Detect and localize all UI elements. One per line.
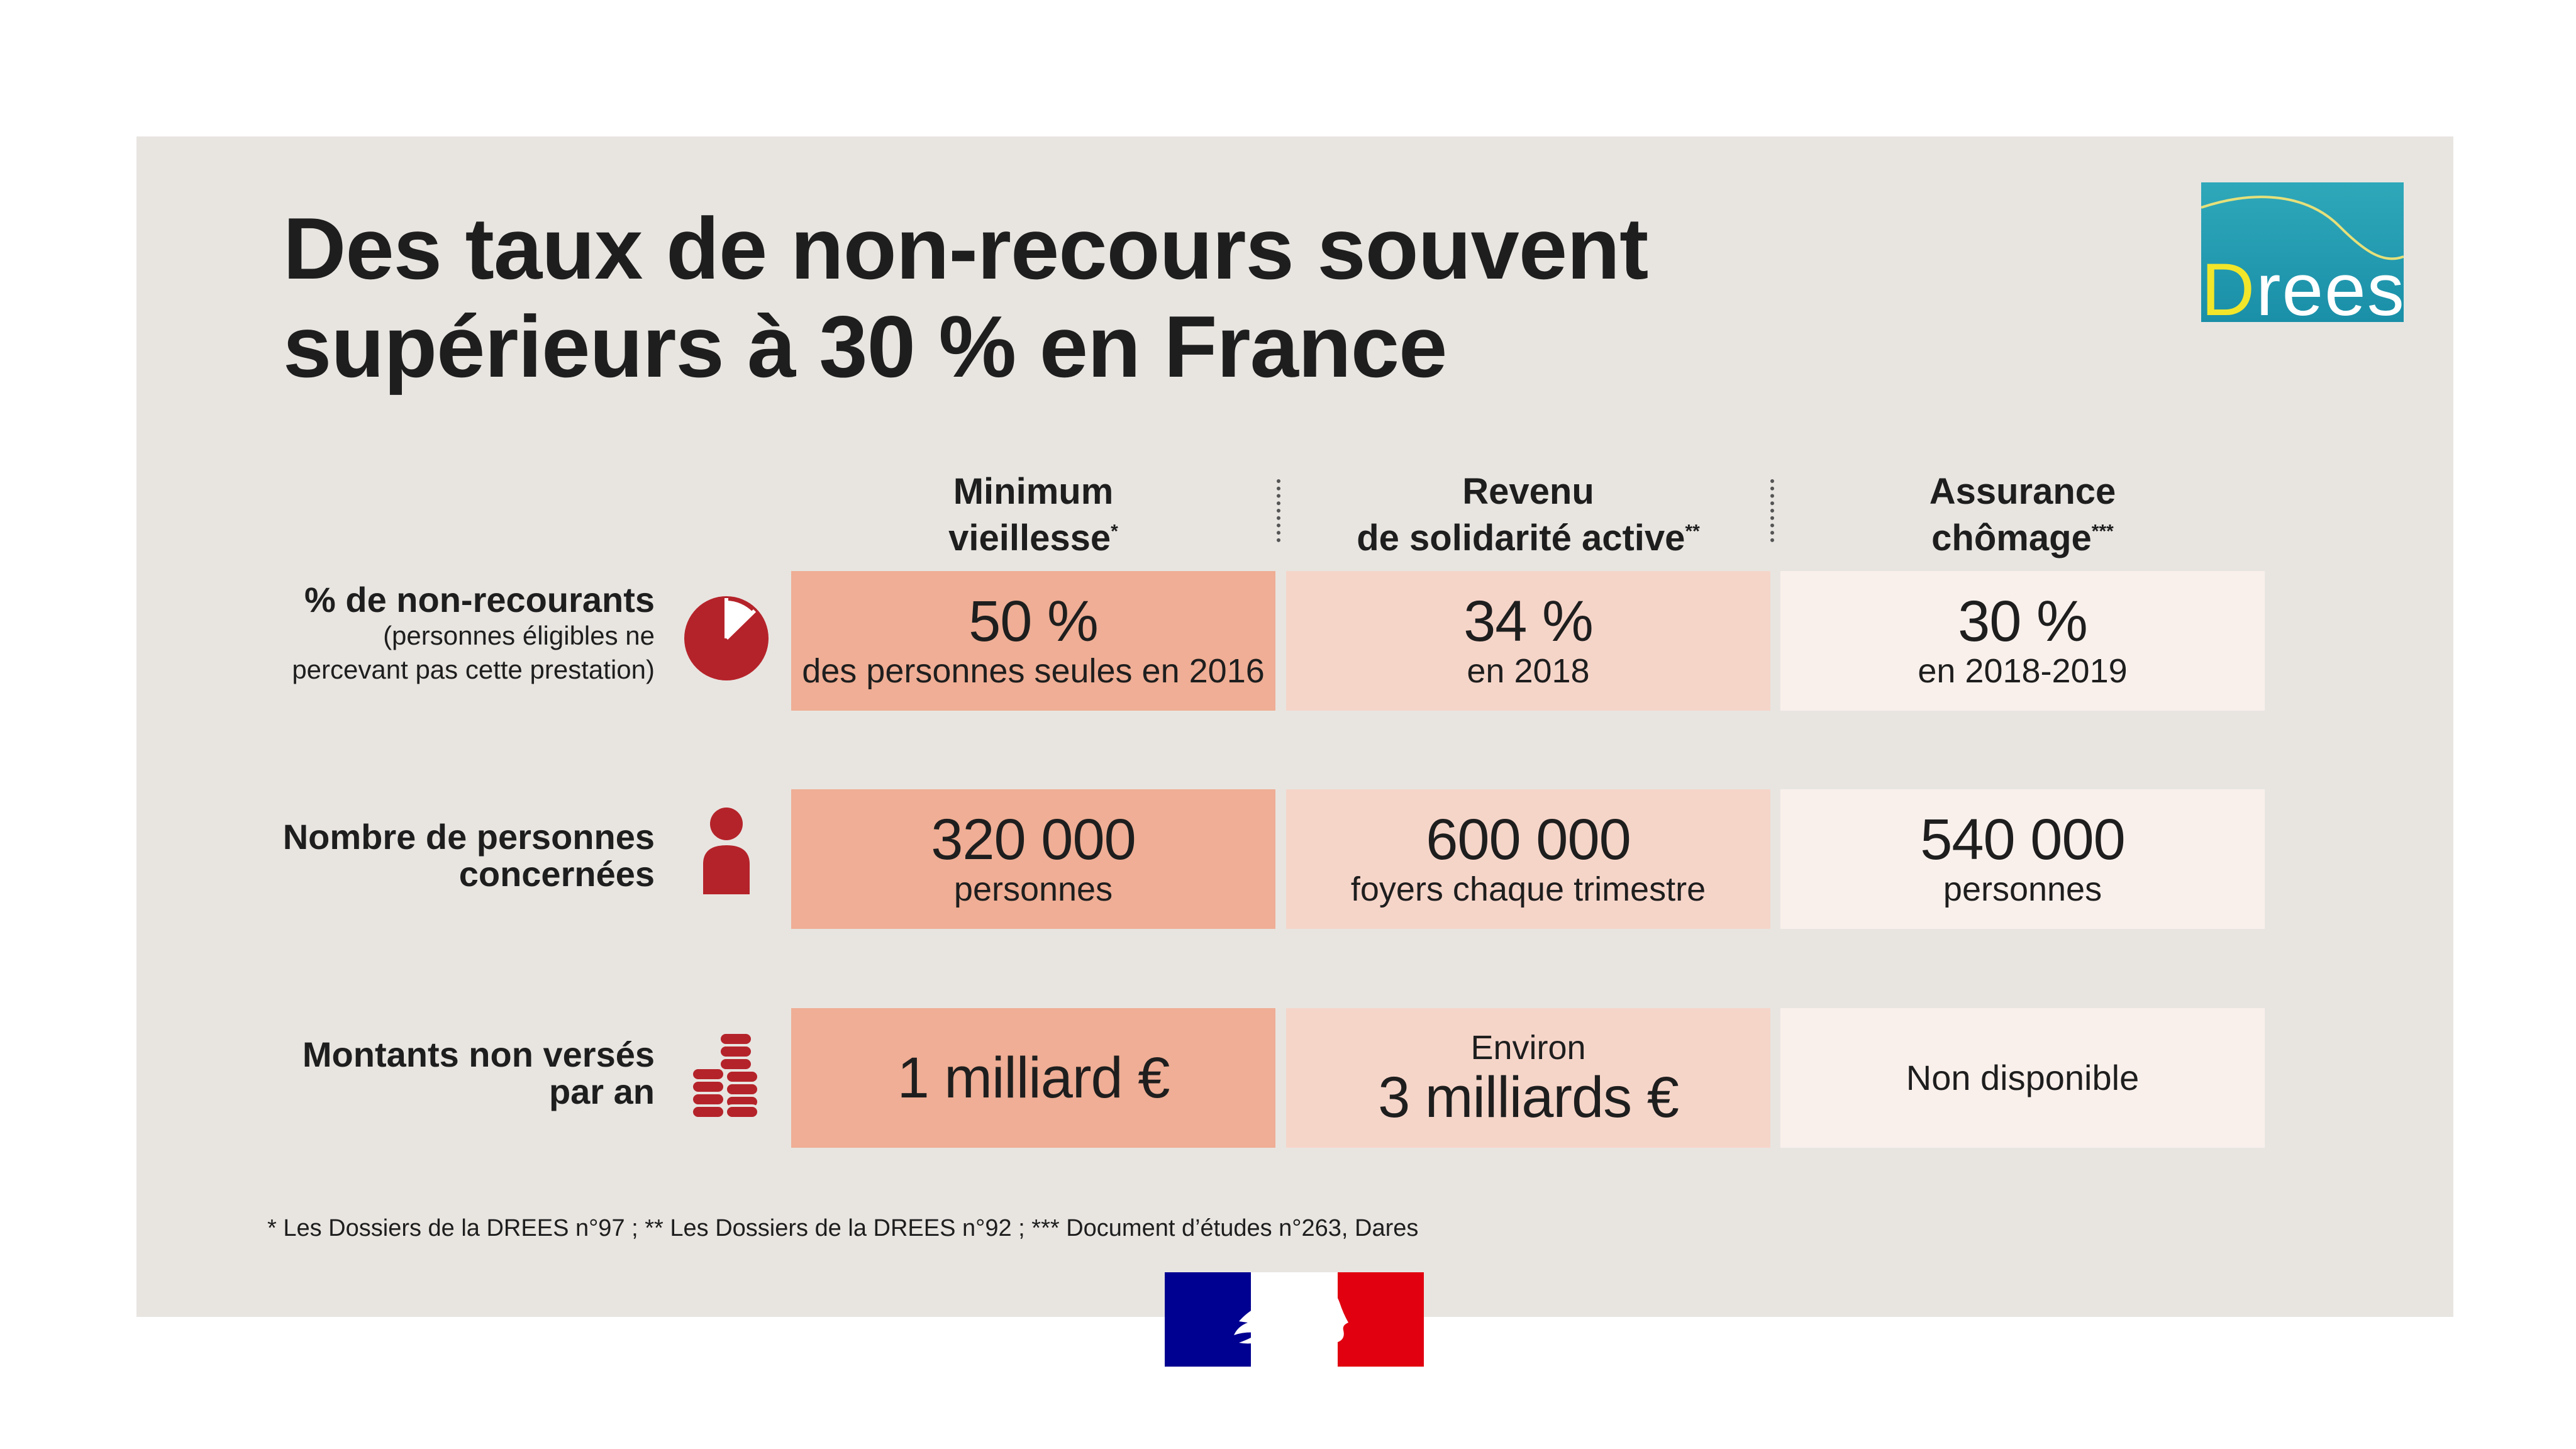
row-label-main: Nombre de personnes [282,817,655,857]
row-label-main: % de non-recourants [304,580,655,619]
coins-icon [691,1031,760,1119]
cell-assurance-chomage-rate: 30 % en 2018-2019 [1780,571,2265,711]
title-line-1: Des taux de non-recours souvent [283,200,1648,297]
column-header-line: chômage*** [1780,515,2265,562]
cell-value: 30 % [1958,589,2088,653]
row-label-sub: percevant pas cette prestation) [292,655,655,685]
row-label-main: concernées [458,853,655,894]
row-label-non-recourants: % de non-recourants (personnes éligibles… [292,580,655,687]
cell-minimum-vieillesse-amount: 1 milliard € [791,1008,1275,1148]
cell-detail: en 2018 [1467,652,1590,691]
logo-letter-d: D [2201,248,2257,322]
cell-detail: foyers chaque trimestre [1350,870,1706,909]
logo-wordmark: Drees [2201,253,2404,322]
column-header-assurance-chomage: Assurance chômage*** [1780,469,2265,562]
marianne-profile-icon [1234,1277,1348,1367]
cell-minimum-vieillesse-count: 320 000 personnes [791,789,1275,929]
column-header-text: chômage [1931,518,2092,559]
column-header-line: de solidarité active** [1286,515,1770,562]
cell-prefix: Environ [1470,1028,1586,1067]
row-label-nombre-personnes: Nombre de personnes concernées [282,817,655,894]
drees-logo: Drees [2201,182,2404,322]
logo-letters-rest: rees [2256,248,2404,322]
cell-assurance-chomage-amount: Non disponible [1780,1008,2265,1148]
column-divider [1277,479,1280,542]
row-label-montants: Montants non versés par an [303,1036,655,1111]
cell-value: 34 % [1463,589,1594,653]
cell-detail: personnes [1943,870,2102,909]
cell-value: 600 000 [1426,807,1631,872]
cell-rsa-count: 600 000 foyers chaque trimestre [1286,789,1770,929]
cell-detail: personnes [953,870,1113,909]
page-title: Des taux de non-recours souvent supérieu… [283,200,1648,396]
republique-francaise-logo [1165,1272,1424,1367]
cell-value: 3 milliards € [1378,1065,1679,1130]
cell-detail: Non disponible [1906,1057,2140,1097]
cell-value: 540 000 [1920,807,2126,872]
pie-chart-icon [684,596,769,680]
column-header-line: vieillesse* [791,515,1275,562]
person-icon [703,808,750,894]
column-header-line: Assurance [1929,471,2116,512]
footnote-mark: ** [1685,521,1700,542]
cell-value: 1 milliard € [897,1045,1170,1110]
column-header-rsa: Revenu de solidarité active** [1286,469,1770,562]
footnote: * Les Dossiers de la DREES n°97 ; ** Les… [267,1215,1419,1241]
cell-value: 50 % [969,589,1099,653]
cell-value: 320 000 [931,807,1136,872]
title-line-2: supérieurs à 30 % en France [283,297,1447,396]
footnote-mark: *** [2091,521,2114,542]
column-header-text: vieillesse [948,518,1111,559]
column-header-minimum-vieillesse: Minimum vieillesse* [791,469,1275,562]
cell-detail: en 2018-2019 [1918,652,2128,691]
footnote-mark: * [1111,521,1118,542]
cell-rsa-amount: Environ 3 milliards € [1286,1008,1770,1148]
cell-assurance-chomage-count: 540 000 personnes [1780,789,2265,929]
cell-rsa-rate: 34 % en 2018 [1286,571,1770,711]
row-label-main: Montants non versés [302,1035,655,1074]
column-header-line: Minimum [953,471,1114,512]
column-header-line: Revenu [1462,471,1594,512]
column-divider [1770,479,1774,542]
logo-curve-icon [2201,196,2404,260]
cell-detail: des personnes seules en 2016 [802,652,1265,691]
column-header-text: de solidarité active [1357,518,1685,559]
row-label-main: par an [548,1071,655,1111]
row-label-sub: (personnes éligibles ne [383,620,655,650]
cell-minimum-vieillesse-rate: 50 % des personnes seules en 2016 [791,571,1275,711]
